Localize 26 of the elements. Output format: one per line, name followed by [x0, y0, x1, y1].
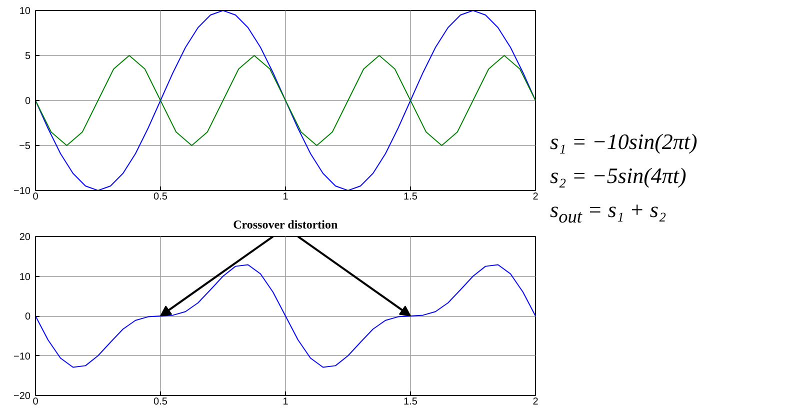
text: s₁ = −10sin(2πt) [550, 129, 698, 154]
y-tick-label: 10 [19, 6, 31, 17]
x-tick-label: 2 [532, 192, 539, 202]
y-tick-label: 5 [24, 51, 31, 62]
text: s$_{out}$ = s₁ + s₂ [550, 197, 666, 226]
x-tick-label: 1.5 [404, 396, 418, 408]
x-tick-label: 0.5 [154, 192, 168, 202]
y-tick-label: −5 [19, 141, 31, 152]
x-tick-label: 2 [532, 396, 539, 408]
y-tick-label: −10 [14, 351, 31, 362]
y-tick-label: −10 [14, 186, 31, 197]
y-tick-label: −20 [14, 391, 31, 402]
y-tick-label: 10 [19, 272, 31, 283]
y-tick-label: 20 [19, 232, 31, 243]
annotation: Crossover distortion [233, 218, 338, 232]
text: s₂ = −5sin(4πt) [550, 163, 686, 188]
x-tick-label: 1 [282, 396, 289, 408]
x-tick-label: 0.5 [154, 396, 168, 408]
y-tick-label: 0 [24, 312, 31, 322]
x-tick-label: 0 [32, 396, 39, 408]
line-series [36, 10, 536, 190]
x-tick-label: 1 [282, 192, 289, 202]
x-tick-label: 1.5 [404, 192, 418, 202]
line-series [36, 264, 536, 368]
x-tick-label: 0 [32, 192, 39, 202]
y-tick-label: 0 [24, 96, 31, 107]
